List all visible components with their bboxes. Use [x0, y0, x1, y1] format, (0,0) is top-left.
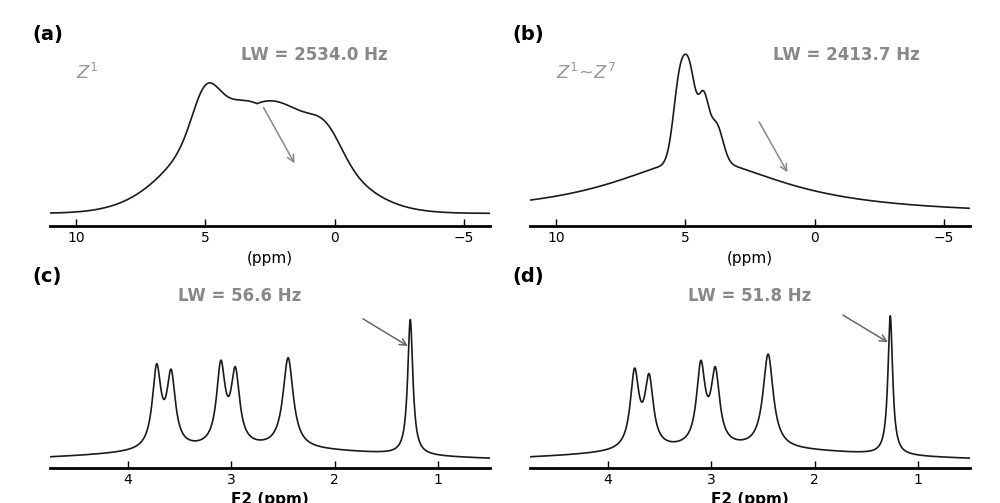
Text: (c): (c) — [32, 267, 62, 286]
X-axis label: (ppm): (ppm) — [727, 251, 773, 266]
Text: $\mathit{Z}^1$~$\mathit{Z}^7$: $\mathit{Z}^1$~$\mathit{Z}^7$ — [556, 62, 616, 82]
Text: LW = 2534.0 Hz: LW = 2534.0 Hz — [241, 46, 387, 64]
Text: (d): (d) — [512, 267, 544, 286]
X-axis label: F2 (ppm): F2 (ppm) — [711, 492, 789, 503]
Text: LW = 2413.7 Hz: LW = 2413.7 Hz — [773, 46, 920, 64]
Text: LW = 56.6 Hz: LW = 56.6 Hz — [178, 287, 301, 305]
Text: LW = 51.8 Hz: LW = 51.8 Hz — [688, 287, 812, 305]
Text: $\mathit{Z}^1$: $\mathit{Z}^1$ — [76, 62, 99, 82]
Text: (b): (b) — [512, 25, 544, 44]
X-axis label: F2 (ppm): F2 (ppm) — [231, 492, 309, 503]
Text: (a): (a) — [32, 25, 63, 44]
X-axis label: (ppm): (ppm) — [247, 251, 293, 266]
